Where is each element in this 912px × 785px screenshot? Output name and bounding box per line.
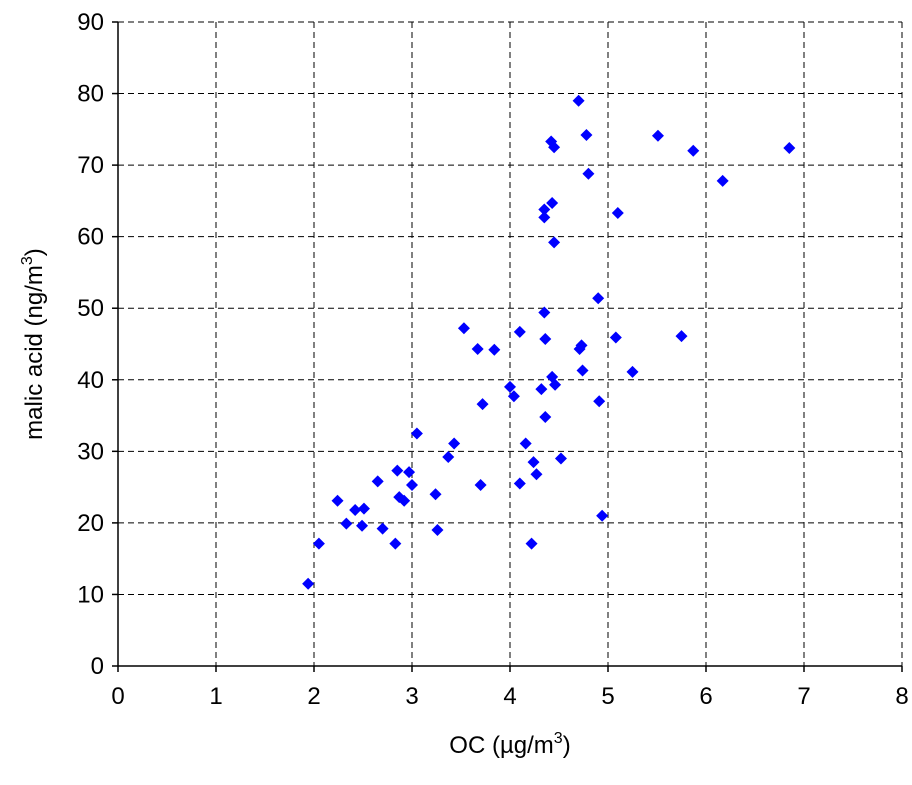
data-point (582, 167, 595, 180)
y-tick-labels: 0 10 20 30 40 50 60 70 80 90 (77, 9, 104, 680)
data-point (471, 343, 484, 356)
data-point (549, 378, 562, 391)
data-point (530, 468, 543, 481)
x-axis-title: OC (µg/m3) (449, 730, 570, 759)
y-tick-label: 40 (77, 367, 104, 394)
axes (112, 21, 903, 672)
data-point (535, 383, 548, 396)
data-point (572, 94, 585, 107)
data-point (538, 211, 551, 224)
data-point (592, 292, 605, 305)
x-tick-label: 6 (699, 683, 712, 710)
y-tick-label: 0 (91, 653, 104, 680)
y-axis-title-text: malic acid (ng/m (21, 265, 48, 440)
x-tick-label: 8 (895, 683, 908, 710)
x-tick-label: 3 (405, 683, 418, 710)
y-tick-label: 30 (77, 438, 104, 465)
y-tick-label: 70 (77, 152, 104, 179)
data-point (539, 332, 552, 345)
data-point (389, 537, 402, 550)
data-point (611, 207, 624, 220)
data-point (548, 236, 561, 249)
x-tick-label: 7 (797, 683, 810, 710)
data-point (448, 437, 461, 450)
y-tick-label: 20 (77, 510, 104, 537)
data-point (538, 203, 551, 216)
data-point (356, 519, 369, 532)
x-tick-label: 5 (601, 683, 614, 710)
data-points (302, 94, 796, 590)
data-point (442, 451, 455, 464)
data-point (431, 524, 444, 537)
data-point (527, 456, 540, 469)
data-point (651, 129, 664, 142)
data-point (539, 410, 552, 423)
data-point (391, 464, 404, 477)
data-point (716, 174, 729, 187)
data-point (349, 504, 362, 517)
data-point (403, 466, 416, 479)
y-axis-title-end: ) (21, 248, 48, 256)
data-point (406, 478, 418, 491)
y-tick-label: 60 (77, 224, 104, 251)
data-point (546, 197, 559, 210)
x-tick-label: 2 (307, 683, 320, 710)
data-point (576, 364, 589, 377)
gridlines (118, 21, 903, 666)
data-point (357, 502, 370, 515)
data-point (331, 494, 344, 507)
data-point (687, 144, 700, 157)
data-point (513, 325, 526, 338)
data-point (519, 437, 532, 450)
data-point (312, 537, 325, 550)
data-point (525, 537, 538, 550)
x-axis-title-text: OC (µg/m (449, 732, 554, 759)
data-point (548, 141, 561, 154)
data-point (457, 322, 470, 335)
x-tick-label: 1 (209, 683, 222, 710)
x-tick-label: 4 (503, 683, 516, 710)
y-tick-label: 50 (77, 295, 104, 322)
data-point (513, 477, 526, 490)
data-point (474, 478, 487, 491)
data-point (410, 427, 423, 440)
y-tick-label: 10 (77, 581, 104, 608)
data-point (398, 494, 411, 507)
data-point (340, 517, 353, 530)
y-tick-label: 80 (77, 81, 104, 108)
x-tick-labels: 0 1 2 3 4 5 6 7 8 (111, 683, 908, 710)
data-point (429, 488, 442, 501)
data-point (538, 306, 551, 319)
data-point (302, 577, 315, 590)
data-point (554, 452, 567, 465)
data-point (504, 380, 516, 393)
y-axis-title: malic acid (ng/m3) (19, 248, 48, 440)
data-point (575, 339, 588, 352)
data-point (783, 141, 796, 154)
data-point (476, 398, 489, 411)
data-point (580, 129, 593, 142)
data-point (376, 522, 389, 535)
data-point (609, 331, 622, 344)
data-point (675, 330, 688, 343)
data-point (626, 365, 639, 378)
x-axis-title-sup: 3 (554, 730, 563, 747)
x-axis-title-end: ) (563, 732, 571, 759)
data-point (507, 390, 520, 403)
data-point (593, 395, 606, 408)
data-point (596, 509, 609, 522)
y-tick-label: 90 (77, 9, 104, 36)
data-point (488, 343, 501, 356)
y-axis-title-sup: 3 (19, 256, 36, 265)
x-tick-label: 0 (111, 683, 124, 710)
data-point (371, 475, 384, 488)
